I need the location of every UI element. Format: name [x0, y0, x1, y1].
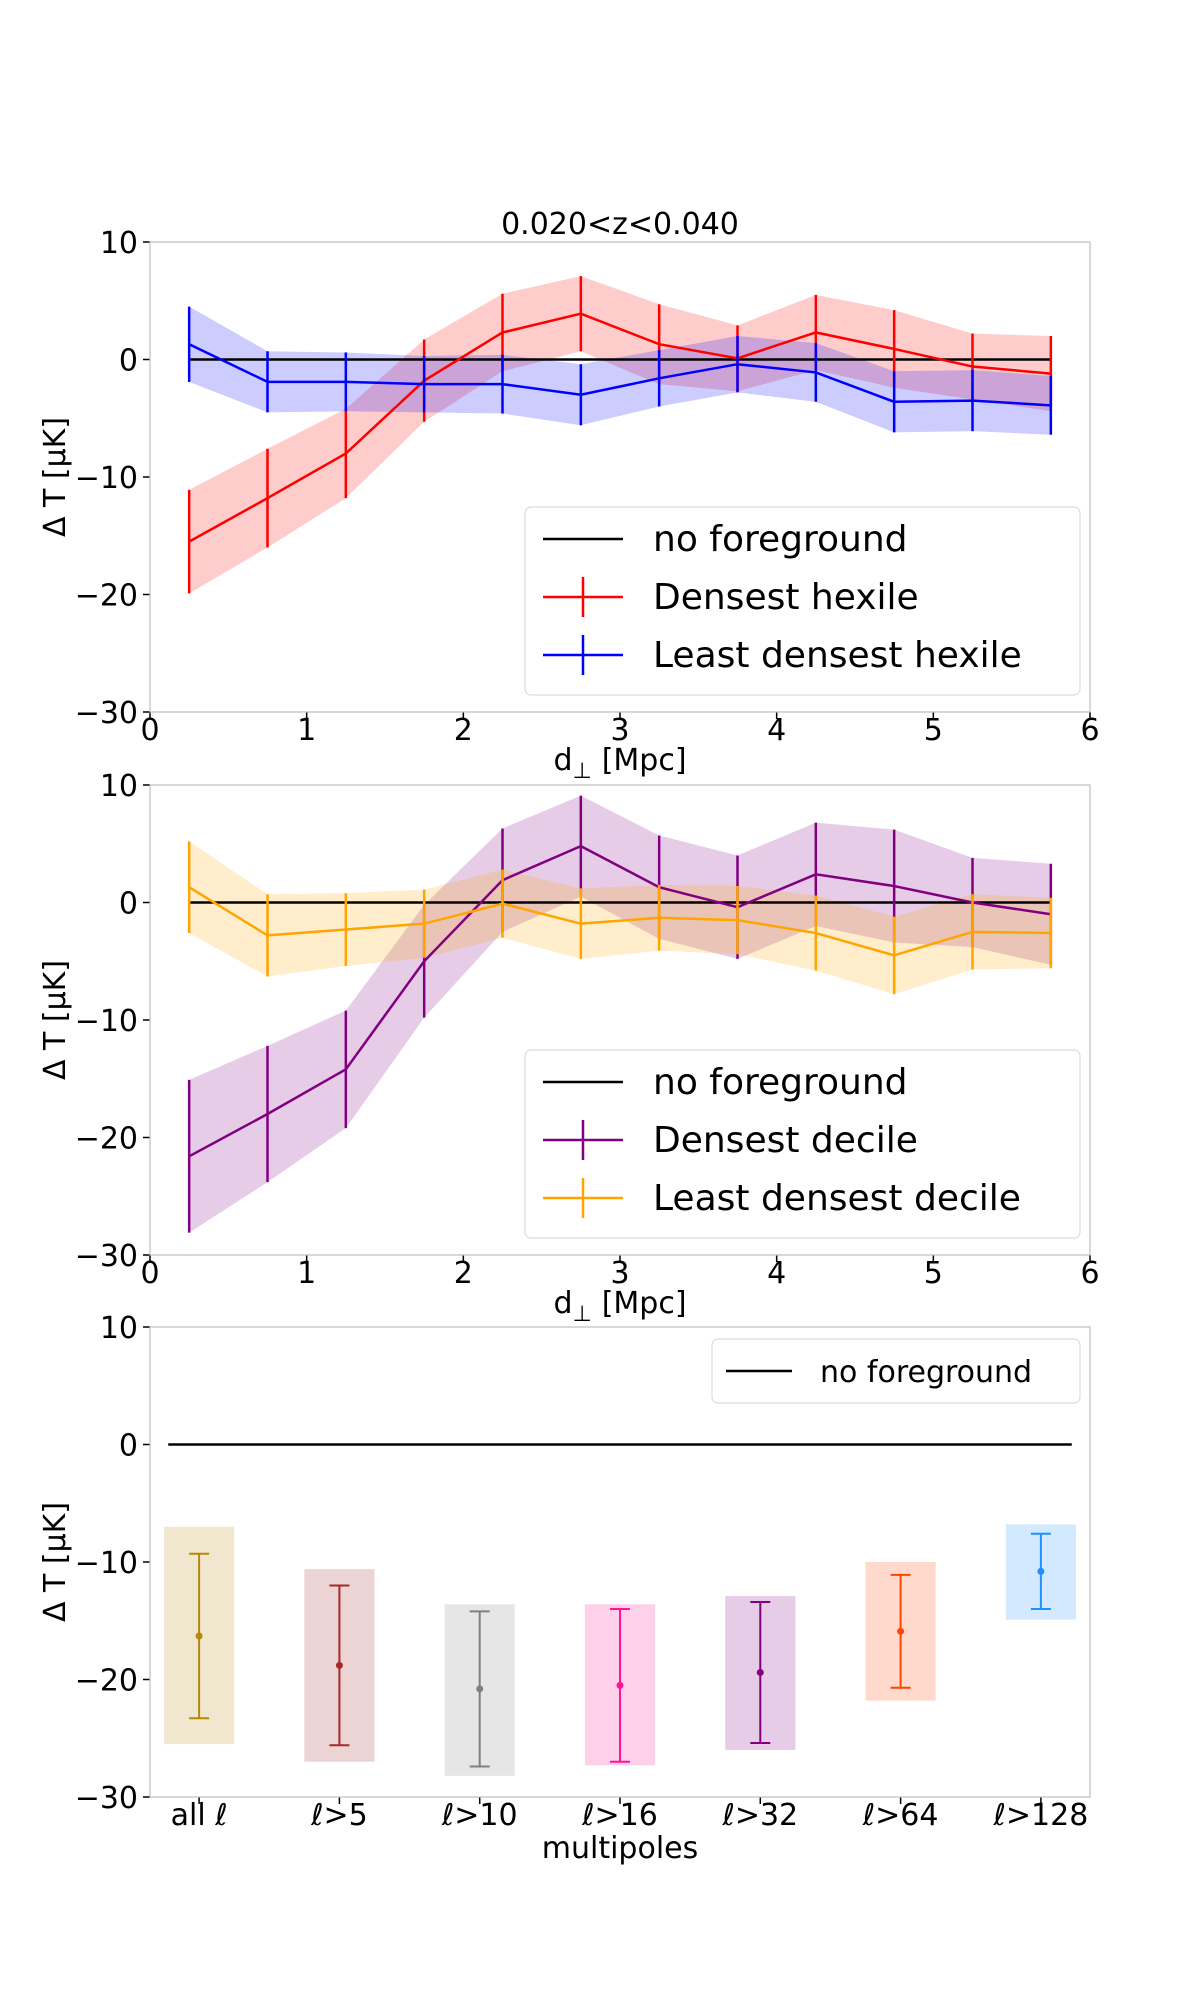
- x-tick-label: ℓ>10: [441, 1798, 518, 1833]
- y-tick-label: −30: [75, 1239, 138, 1274]
- x-tick-label: ℓ>128: [992, 1798, 1088, 1833]
- legend-box: [711, 1338, 1081, 1404]
- y-axis-label: Δ T [μK]: [38, 417, 73, 537]
- legend-label: Densest decile: [653, 1120, 918, 1161]
- y-tick-label: 10: [100, 226, 138, 261]
- chart-panel-2: 10 0 −10 −20 −30 Δ T [μK] 0 1 2 3 4 5 6 d⊥ [Mpc] no for…: [38, 769, 1100, 1327]
- x-tick-label: ℓ>64: [862, 1798, 939, 1833]
- x-axis-label-main: d: [553, 1286, 572, 1321]
- legend-box: [524, 506, 1081, 696]
- y-tick-label: −20: [75, 579, 138, 614]
- y-tick-label: 10: [100, 1311, 138, 1346]
- y-tick-label: −30: [75, 696, 138, 731]
- y-tick-label: −20: [75, 1664, 138, 1699]
- y-tick-label: −10: [75, 1004, 138, 1039]
- x-tick-label: 2: [454, 1256, 473, 1291]
- y-axis-label: Δ T [μK]: [38, 960, 73, 1080]
- chart-panel-1: 0.020<z<0.040 10 0 −10 −20 −30 Δ T [μK] 0 1 2 3 4 5 6…: [38, 207, 1100, 784]
- chart-panel-3: 10 0 −10 −20 −30 Δ T [μK] all ℓ ℓ>5 ℓ>10 ℓ>16 ℓ>32…: [38, 1311, 1091, 1866]
- x-tick-label: 1: [297, 1256, 316, 1291]
- mean-point: [195, 1632, 203, 1640]
- x-axis-label-main: d: [553, 743, 572, 778]
- mean-point: [335, 1661, 343, 1669]
- x-axis-label: multipoles: [542, 1831, 699, 1866]
- x-axis-label-sub: ⊥: [573, 759, 592, 784]
- series-band-1: [189, 795, 1051, 1233]
- x-axis-label-sub: ⊥: [573, 1302, 592, 1327]
- legend-label: Least densest hexile: [653, 635, 1022, 676]
- x-axis-label-unit: [Mpc]: [602, 743, 687, 778]
- mean-point: [897, 1627, 905, 1635]
- mean-point: [616, 1681, 624, 1689]
- legend-box: [524, 1049, 1081, 1239]
- x-tick-label: 3: [610, 713, 629, 748]
- x-tick-label: 4: [767, 1256, 786, 1291]
- mean-point: [756, 1668, 764, 1676]
- series-line-1: [188, 844, 1052, 1158]
- legend-label: no foreground: [653, 1062, 908, 1103]
- mean-point: [476, 1685, 484, 1693]
- legend-label: Least densest decile: [653, 1178, 1021, 1219]
- x-axis-label: d⊥ [Mpc]: [553, 743, 686, 784]
- x-tick-label: 6: [1080, 1256, 1099, 1291]
- x-tick-label: all ℓ: [171, 1798, 228, 1833]
- y-tick-label: 0: [119, 887, 138, 922]
- mean-point: [1037, 1567, 1045, 1575]
- legend: no foreground Densest hexile Least densest…: [524, 506, 1081, 696]
- x-tick-label: ℓ>16: [581, 1798, 658, 1833]
- y-tick-label: −20: [75, 1122, 138, 1157]
- legend-label: no foreground: [820, 1355, 1032, 1390]
- x-tick-label: 0: [140, 1256, 159, 1291]
- series-line-2: [188, 886, 1051, 957]
- y-tick-label: −10: [75, 1546, 138, 1581]
- x-tick-label: 1: [297, 713, 316, 748]
- x-axis-label: d⊥ [Mpc]: [553, 1286, 686, 1327]
- plot-frame: [149, 784, 1091, 1256]
- x-tick-label: ℓ>5: [310, 1798, 368, 1833]
- chart-title: 0.020<z<0.040: [501, 207, 739, 242]
- y-tick-label: −10: [75, 461, 138, 496]
- series-band-1: [189, 276, 1051, 594]
- x-tick-label: 5: [924, 1256, 943, 1291]
- series-band-2: [189, 306, 1051, 435]
- y-tick-label: −30: [75, 1781, 138, 1816]
- y-tick-label: 0: [119, 344, 138, 379]
- y-tick-label: 0: [119, 1429, 138, 1464]
- y-axis-label: Δ T [μK]: [38, 1502, 73, 1622]
- x-tick-label: 6: [1080, 713, 1099, 748]
- legend-label: no foreground: [653, 519, 908, 560]
- x-tick-label: 0: [140, 713, 159, 748]
- x-tick-label: 5: [924, 713, 943, 748]
- series-band-2: [189, 841, 1051, 995]
- plot-frame: [149, 1326, 1091, 1798]
- legend: no foreground: [711, 1338, 1081, 1404]
- legend: no foreground Densest decile Least densest…: [524, 1049, 1081, 1239]
- y-tick-label: 10: [100, 769, 138, 804]
- x-tick-label: 2: [454, 713, 473, 748]
- x-tick-label: 3: [610, 1256, 629, 1291]
- x-axis-label-unit: [Mpc]: [602, 1286, 687, 1321]
- x-tick-label: ℓ>32: [721, 1798, 798, 1833]
- series-line-1: [188, 312, 1051, 543]
- x-tick-label: 4: [767, 713, 786, 748]
- series-line-2: [188, 343, 1051, 407]
- legend-label: Densest hexile: [653, 577, 919, 618]
- plot-frame: [149, 241, 1091, 713]
